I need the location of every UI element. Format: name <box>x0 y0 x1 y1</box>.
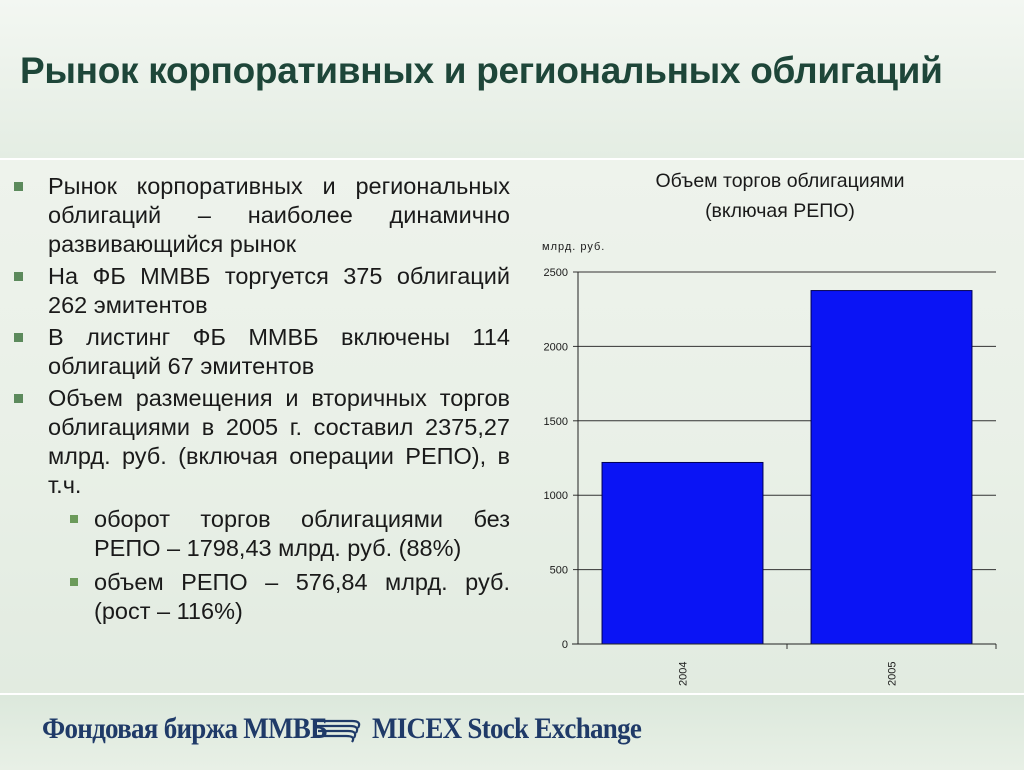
y-axis-label: млрд. руб. <box>542 241 605 253</box>
bar-chart: млрд. руб. 0 500 1000 1500 2000 2500 2004 2005 <box>542 241 997 686</box>
square-bullet-icon <box>14 272 23 281</box>
sub-bullet-text: объем РЕПО – 576,84 млрд. руб. (рост – 1… <box>94 569 510 624</box>
y-tick-label: 1500 <box>544 416 568 428</box>
y-tick-label: 0 <box>562 639 568 651</box>
x-tick-labels: 2004 2005 <box>678 644 997 686</box>
bullet-item: На ФБ ММВБ торгуется 375 облигаций 262 э… <box>10 262 510 320</box>
x-tick-label: 2005 <box>887 662 899 686</box>
micex-emblem-icon <box>314 719 361 743</box>
square-bullet-icon <box>14 333 23 342</box>
bullet-text: Объем размещения и вторичных торгов обли… <box>48 385 510 498</box>
footer-logo-ru: Фондовая биржа ММВБ <box>42 712 328 745</box>
bar-2004 <box>601 461 764 645</box>
chart-title: Объем торгов облигациями (включая РЕПО) <box>560 166 1000 226</box>
square-bullet-icon <box>70 578 78 586</box>
x-tick-label: 2004 <box>678 662 690 686</box>
square-bullet-icon <box>14 182 23 191</box>
bullet-text: На ФБ ММВБ торгуется 375 облигаций 262 э… <box>48 263 510 318</box>
y-tick-label: 2500 <box>544 267 568 279</box>
bullet-text: Рынок корпоративных и региональных облиг… <box>48 173 510 257</box>
square-bullet-icon <box>70 515 78 523</box>
bullet-item: Объем размещения и вторичных торгов обли… <box>10 384 510 626</box>
chart-title-line-2: (включая РЕПО) <box>705 200 855 222</box>
page-title: Рынок корпоративных и региональных облиг… <box>20 50 943 91</box>
sub-bullet-item: оборот торгов облигациями без РЕПО – 179… <box>48 505 510 563</box>
bar-2005 <box>810 290 973 645</box>
footer-band <box>0 693 1024 770</box>
square-bullet-icon <box>14 394 23 403</box>
bars <box>601 290 973 645</box>
y-tick-labels: 0 500 1000 1500 2000 2500 <box>544 267 568 651</box>
y-tick-label: 500 <box>550 565 568 577</box>
title-band <box>0 0 1024 160</box>
footer-logo-en: MICEX Stock Exchange <box>372 712 642 745</box>
chart-title-line-1: Объем торгов облигациями <box>655 170 905 192</box>
y-tick-label: 2000 <box>544 341 568 353</box>
y-tick-label: 1000 <box>544 490 568 502</box>
sub-bullet-item: объем РЕПО – 576,84 млрд. руб. (рост – 1… <box>48 568 510 626</box>
sub-bullet-list: оборот торгов облигациями без РЕПО – 179… <box>48 505 510 626</box>
sub-bullet-text: оборот торгов облигациями без РЕПО – 179… <box>94 506 510 561</box>
bullet-item: Рынок корпоративных и региональных облиг… <box>10 172 510 259</box>
bullet-text: В листинг ФБ ММВБ включены 114 облигаций… <box>48 324 510 379</box>
bullet-item: В листинг ФБ ММВБ включены 114 облигаций… <box>10 323 510 381</box>
bullet-list: Рынок корпоративных и региональных облиг… <box>10 172 510 631</box>
